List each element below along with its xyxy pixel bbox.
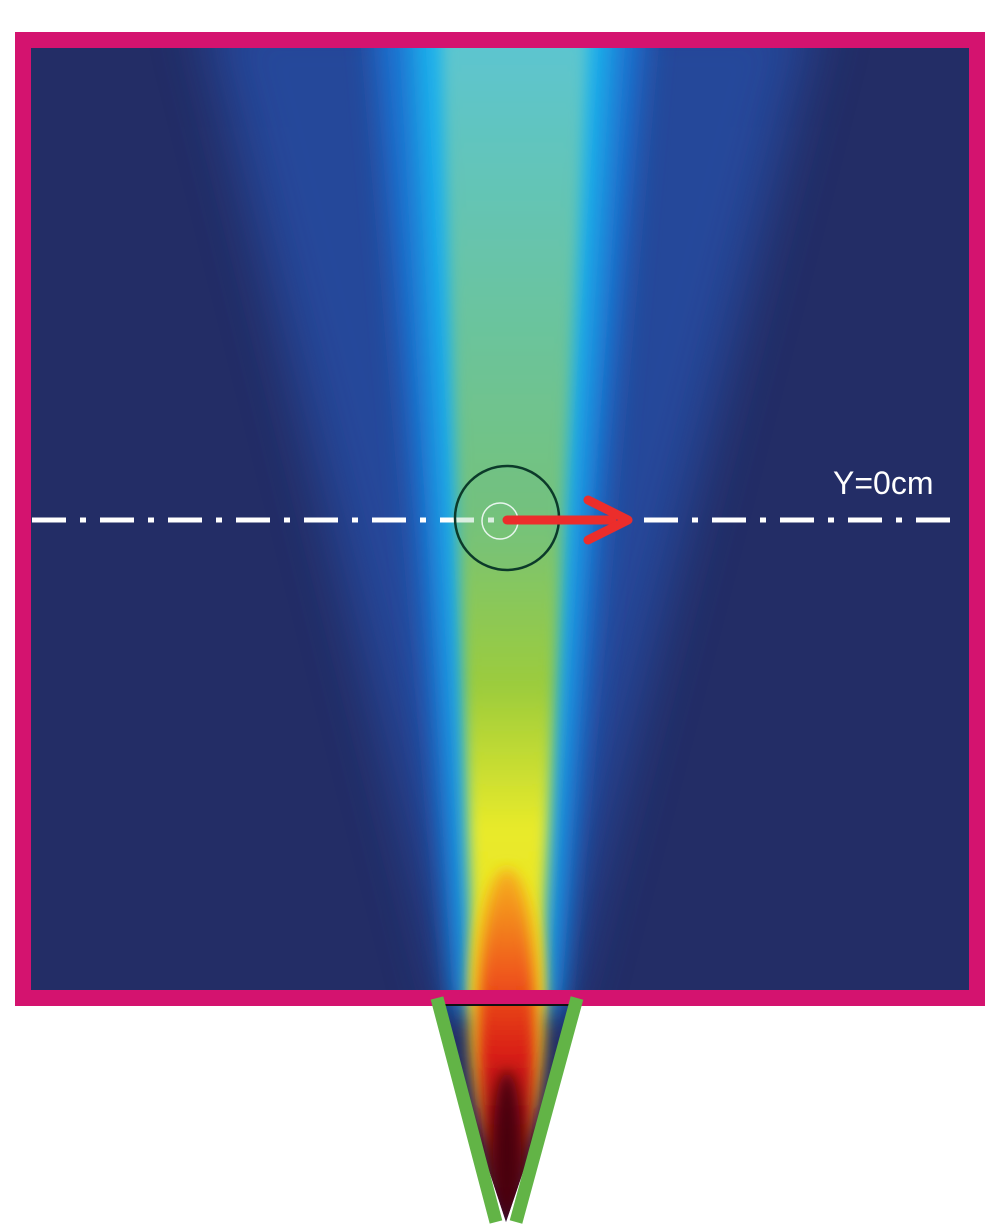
plume-figure: Y=0cm: [0, 0, 986, 1224]
position-label: Y=0cm: [833, 465, 933, 501]
field: [0, 0, 986, 1224]
